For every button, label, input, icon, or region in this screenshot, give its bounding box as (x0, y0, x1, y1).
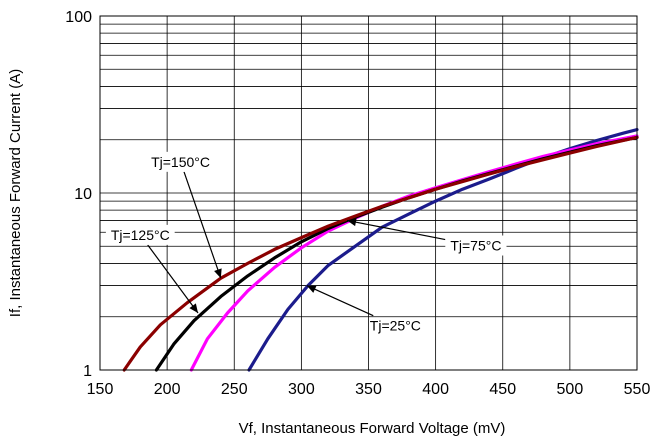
x-tick-label: 150 (87, 381, 114, 398)
x-tick-label: 200 (154, 381, 181, 398)
x-tick-label: 350 (355, 381, 382, 398)
callout-arrow-head (306, 285, 317, 293)
x-tick-label: 550 (624, 381, 651, 398)
x-tick-label: 400 (422, 381, 449, 398)
callout-label: Tj=25°C (370, 318, 421, 334)
callout-label: Tj=125°C (111, 227, 170, 243)
callout-tj-125-c: Tj=125°C (105, 224, 199, 314)
annotation-layer: Tj=150°C Tj=125°C Tj=75°C Tj=25°C (105, 151, 507, 334)
callout-box (445, 235, 507, 256)
x-tick-label: 250 (221, 381, 248, 398)
y-tick-label: 1 (83, 363, 92, 380)
x-axis-title: Vf, Instantaneous Forward Voltage (mV) (239, 420, 506, 437)
callout-arrow-line (147, 244, 199, 314)
callout-arrow-line (346, 219, 446, 241)
callout-box (105, 224, 175, 245)
y-tick-label: 100 (65, 9, 92, 26)
callout-tj-150-c: Tj=150°C (146, 151, 222, 279)
series-line-tj-150-c (122, 135, 639, 372)
callout-arrow-line (306, 285, 374, 317)
x-tick-label: 450 (489, 381, 516, 398)
callout-box (146, 151, 215, 172)
series-line-tj-25-c (247, 128, 639, 372)
series-layer (122, 128, 639, 372)
callout-label: Tj=75°C (450, 238, 501, 254)
callout-tj-25-c: Tj=25°C (306, 285, 421, 334)
tick-labels: 150 200 250 300 350 400 450 500 550 1 10 100 (65, 9, 650, 398)
plot-frame (99, 15, 638, 371)
x-tick-label: 500 (557, 381, 584, 398)
y-tick-label: 10 (74, 186, 92, 203)
callout-arrow-head (214, 268, 222, 279)
grid-lines (99, 16, 638, 371)
callout-tj-75-c: Tj=75°C (346, 218, 507, 256)
x-tick-label: 300 (288, 381, 315, 398)
callout-arrow-head (347, 218, 357, 227)
y-axis-title: If, Instantaneous Forward Current (A) (7, 69, 24, 317)
callout-label: Tj=150°C (151, 154, 210, 170)
callout-arrow-line (183, 171, 222, 279)
callout-arrow-head (189, 303, 199, 313)
